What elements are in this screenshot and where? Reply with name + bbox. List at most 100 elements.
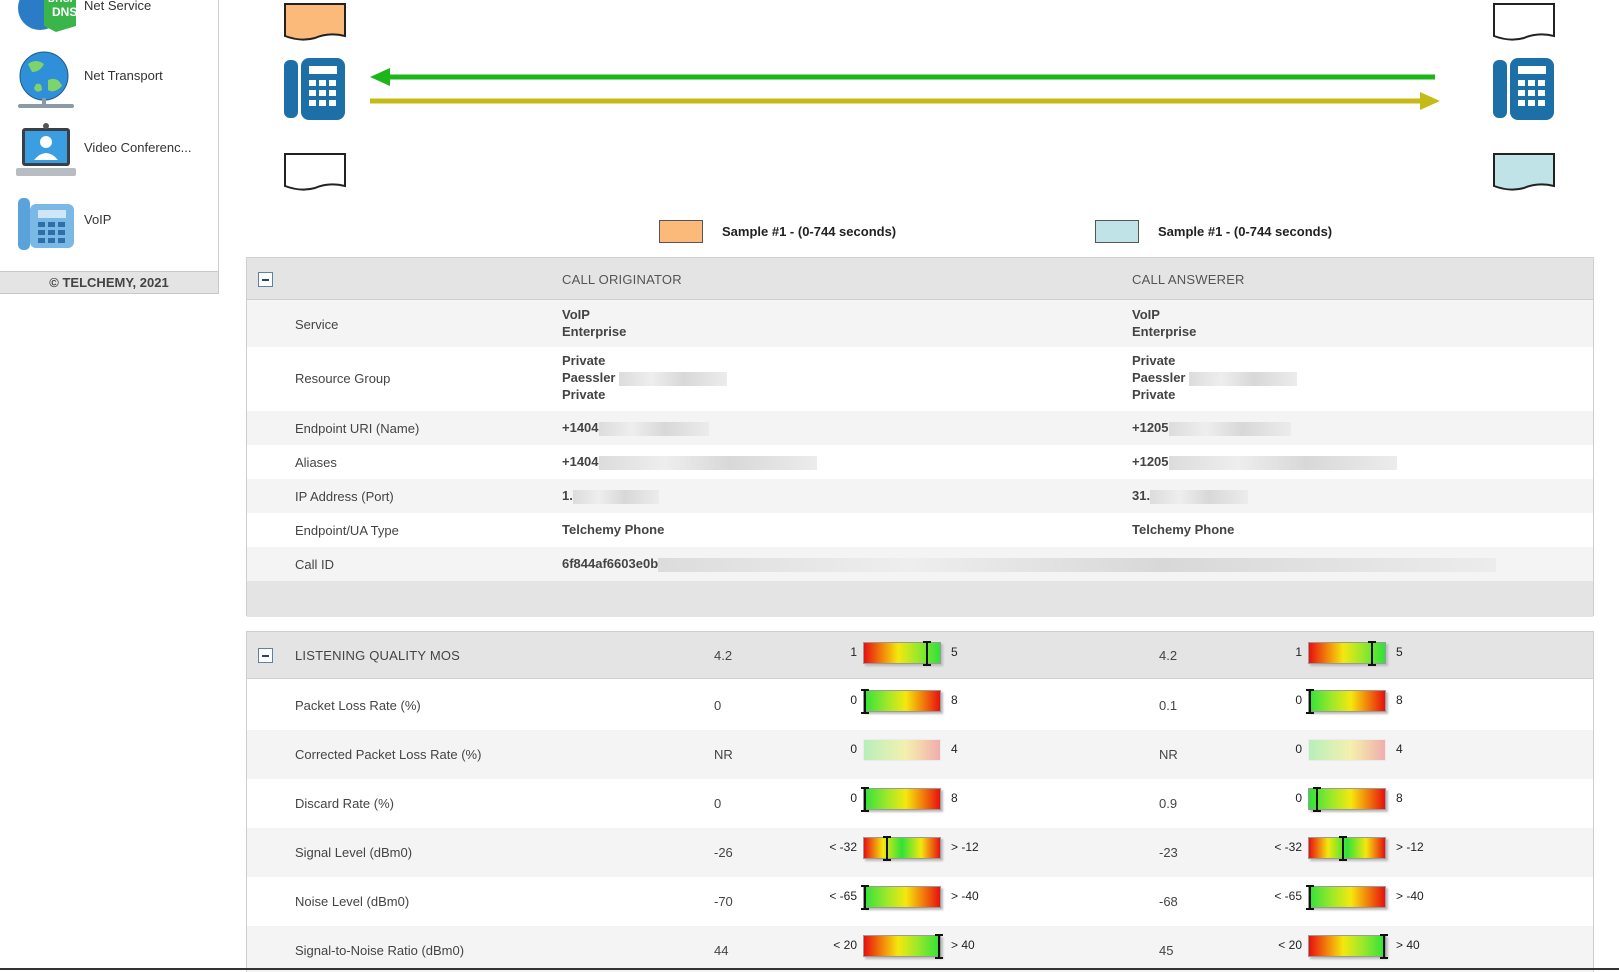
dhcp-dns-icon: DNS DHCP <box>18 0 77 32</box>
answerer-metric-value: -68 <box>1159 894 1178 909</box>
value-line: Enterprise <box>562 324 627 339</box>
value-line: Private <box>1132 387 1176 402</box>
gauge-min-label: 0 <box>1295 791 1302 805</box>
originator-metric-value: 0 <box>714 698 722 713</box>
redacted-block <box>1168 421 1291 436</box>
answerer-value: +1205 <box>1132 453 1397 470</box>
value-line: 31. <box>1132 488 1151 503</box>
detail-row-aliases: Aliases +1404 +1205 <box>247 445 1593 479</box>
sidebar-item-video-conference[interactable]: Video Conferenc... <box>0 118 218 190</box>
value-line: Private <box>562 387 606 402</box>
sidebar-item-net-service[interactable]: DNS DHCP Net Service <box>0 0 218 42</box>
gauge-needle <box>861 689 869 714</box>
call-details-panel: CALL ORIGINATOR CALL ANSWERER Service Vo… <box>246 257 1594 617</box>
bottom-border <box>0 968 1619 970</box>
originator-metric-gauge <box>861 689 941 714</box>
redacted-block <box>572 489 659 504</box>
answerer-metric-gauge <box>1308 836 1386 861</box>
gauge-max-label: > -12 <box>1396 840 1424 854</box>
sample-flag-icon[interactable] <box>1492 2 1556 42</box>
detail-label: Aliases <box>295 455 337 470</box>
sidebar-item-label: Video Conferenc... <box>84 140 192 155</box>
originator-metric-value: 0 <box>714 796 722 811</box>
value-line: +1404 <box>562 454 599 469</box>
detail-row-resource-group: Resource Group Private Paessler Private … <box>247 347 1593 411</box>
detail-row-call-id: Call ID 6f844af6603e0b <box>247 547 1593 581</box>
details-footer <box>247 581 1593 617</box>
collapse-minus-icon[interactable] <box>258 272 273 287</box>
answerer-value: VoIP Enterprise <box>1132 306 1196 340</box>
detail-label: Resource Group <box>295 371 391 386</box>
gauge-min-label: 0 <box>1295 693 1302 707</box>
value-line: VoIP <box>1132 307 1160 322</box>
detail-row-service: Service VoIP Enterprise VoIP Enterprise <box>247 301 1593 347</box>
originator-metric-value: -26 <box>714 845 733 860</box>
gauge-max-label: 5 <box>951 645 958 659</box>
metric-row: Discard Rate (%) 0 0 8 0.9 0 8 <box>247 779 1593 828</box>
call-flow-diagram: Sample #1 - (0-744 seconds) Sample #1 - … <box>240 0 1580 243</box>
gauge-needle <box>861 885 869 910</box>
metric-label: Discard Rate (%) <box>295 796 394 811</box>
gauge-needle <box>1380 934 1388 959</box>
collapse-minus-icon[interactable] <box>258 648 273 663</box>
originator-value: VoIP Enterprise <box>562 306 626 340</box>
gauge-max-label: 5 <box>1396 645 1403 659</box>
sidebar-item-net-transport[interactable]: Net Transport <box>0 46 218 118</box>
gauge-max-label: > -40 <box>951 889 979 903</box>
sample-flag-icon[interactable] <box>283 152 347 192</box>
originator-metric-gauge <box>863 934 943 959</box>
answerer-value: 31. <box>1132 487 1249 504</box>
redacted-block <box>598 455 817 470</box>
sample-flag-icon[interactable] <box>1492 152 1556 192</box>
originator-metric-gauge <box>861 885 941 910</box>
gauge-min-label: 0 <box>850 693 857 707</box>
redacted-block <box>658 557 1497 572</box>
value-line: +1205 <box>1132 420 1169 435</box>
detail-label: IP Address (Port) <box>295 489 394 504</box>
svg-text:DHCP: DHCP <box>48 0 77 5</box>
gauge-min-label: < -32 <box>1274 840 1302 854</box>
answerer-metric-gauge <box>1306 689 1386 714</box>
detail-label: Endpoint URI (Name) <box>295 421 420 436</box>
gauge-min-label: < -32 <box>829 840 857 854</box>
value-line: +1205 <box>1132 454 1169 469</box>
gauge-max-label: 8 <box>951 693 958 707</box>
value-line: 6f844af6603e0b <box>562 556 659 571</box>
gauge-needle <box>1313 787 1321 812</box>
answerer-mos-value: 4.2 <box>1159 648 1178 663</box>
detail-row-endpoint-uri: Endpoint URI (Name) +1404 +1205 <box>247 411 1593 445</box>
value-line: VoIP <box>562 307 590 322</box>
metric-row: Signal Level (dBm0) -26 < -32 > -12 -23 < -32… <box>247 828 1593 877</box>
legend-label-answerer: Sample #1 - (0-744 seconds) <box>1158 224 1333 239</box>
originator-metric-value: NR <box>714 747 733 762</box>
originator-mos-gauge <box>863 641 941 666</box>
gauge-max-label: > 40 <box>1396 938 1420 952</box>
answerer-metric-gauge <box>1308 739 1386 761</box>
voip-phone-icon <box>18 198 74 250</box>
gauge-min-label: 0 <box>850 742 857 756</box>
column-header-answerer: CALL ANSWERER <box>1132 272 1245 287</box>
answerer-value: +1205 <box>1132 419 1291 436</box>
detail-row-ip-address: IP Address (Port) 1. 31. <box>247 479 1593 513</box>
value-line: Enterprise <box>1132 324 1197 339</box>
originator-metric-gauge <box>863 739 941 761</box>
globe-network-icon <box>18 51 74 108</box>
legend-swatch-originator <box>659 220 703 243</box>
originator-metric-gauge <box>863 836 941 861</box>
gauge-min-label: 1 <box>850 645 857 659</box>
metric-row: Signal-to-Noise Ratio (dBm0) 44 < 20 > 40 45… <box>247 926 1593 972</box>
originator-value: 1. <box>562 487 659 504</box>
answerer-mos-gauge <box>1308 641 1386 666</box>
gauge-max-label: 4 <box>1396 742 1403 756</box>
sample-flag-icon[interactable] <box>283 2 347 42</box>
gauge-min-label: 0 <box>1295 742 1302 756</box>
answerer-metric-value: NR <box>1159 747 1178 762</box>
sidebar-item-label: Net Service <box>84 0 152 13</box>
call-answerer-phone-icon <box>1493 58 1554 120</box>
redacted-block <box>1168 455 1397 470</box>
gauge-min-label: < -65 <box>1274 889 1302 903</box>
gauge-max-label: > -40 <box>1396 889 1424 903</box>
sidebar-item-voip[interactable]: VoIP <box>0 190 218 262</box>
originator-value: Telchemy Phone <box>562 522 665 537</box>
originator-metric-gauge <box>861 787 941 812</box>
